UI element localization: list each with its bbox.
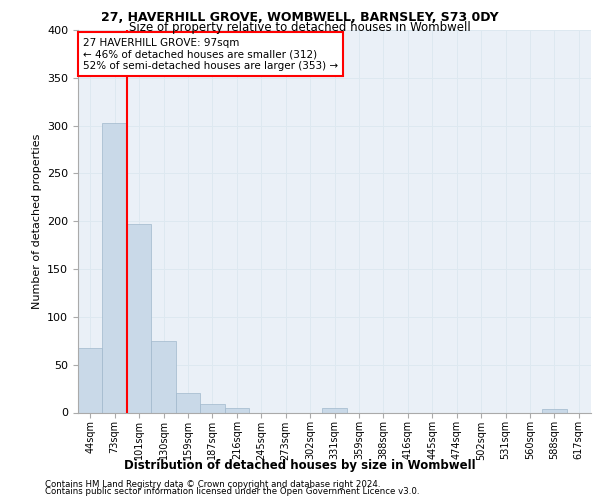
Text: 27, HAVERHILL GROVE, WOMBWELL, BARNSLEY, S73 0DY: 27, HAVERHILL GROVE, WOMBWELL, BARNSLEY,… (101, 11, 499, 24)
Bar (542, 408, 566, 412)
Bar (151, 341, 176, 412)
Text: Contains HM Land Registry data © Crown copyright and database right 2024.: Contains HM Land Registry data © Crown c… (45, 480, 380, 489)
Text: 27 HAVERHILL GROVE: 97sqm
← 46% of detached houses are smaller (312)
52% of semi: 27 HAVERHILL GROVE: 97sqm ← 46% of detac… (83, 38, 338, 71)
Bar (78, 348, 103, 412)
Y-axis label: Number of detached properties: Number of detached properties (32, 134, 41, 309)
Bar (224, 408, 249, 412)
Bar (200, 404, 224, 412)
Bar (103, 123, 127, 412)
Bar (127, 224, 151, 412)
Text: Size of property relative to detached houses in Wombwell: Size of property relative to detached ho… (129, 22, 471, 35)
Text: Distribution of detached houses by size in Wombwell: Distribution of detached houses by size … (124, 460, 476, 472)
Bar (176, 394, 200, 412)
Text: Contains public sector information licensed under the Open Government Licence v3: Contains public sector information licen… (45, 487, 419, 496)
Bar (322, 408, 347, 412)
